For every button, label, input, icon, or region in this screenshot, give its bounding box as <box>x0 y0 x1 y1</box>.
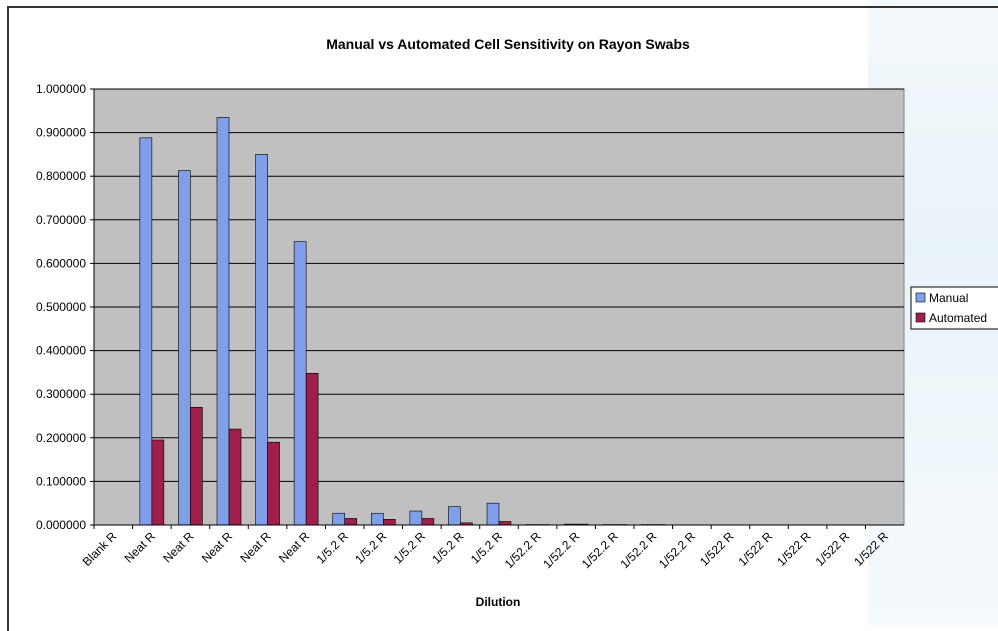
x-tick-label: 1/522 R <box>697 529 737 569</box>
legend-swatch-manual <box>915 292 926 303</box>
y-tick-label: 1.000000 <box>36 82 86 96</box>
bar-manual <box>486 502 500 526</box>
y-tick-label: 0.700000 <box>36 213 86 227</box>
bar-automated <box>190 406 203 526</box>
bar-manual <box>370 512 384 526</box>
x-tick-label: 1/5.2 R <box>314 529 351 566</box>
y-tick-label: 0.800000 <box>36 169 86 183</box>
bar-manual <box>178 170 191 526</box>
x-tick-label: 1/52.2 R <box>617 529 659 571</box>
y-tick-label: 0.400000 <box>36 344 86 358</box>
x-axis-title: Dilution <box>476 595 521 609</box>
y-tick-label: 0.000000 <box>36 518 86 532</box>
bar-automated <box>267 441 280 526</box>
x-tick-label: 1/522 R <box>813 529 853 569</box>
bar-automated <box>421 518 435 526</box>
x-tick-label: 1/5.2 R <box>429 529 466 566</box>
bar-manual <box>139 137 153 526</box>
chart-title: Manual vs Automated Cell Sensitivity on … <box>326 36 690 52</box>
y-axis-ticks: 0.000000 0.100000 0.200000 0.300000 0.400000… <box>36 82 95 532</box>
y-tick-label: 0.500000 <box>36 300 86 314</box>
bars <box>139 117 666 526</box>
x-tick-label: Neat R <box>199 529 236 566</box>
bar-manual <box>409 510 423 526</box>
x-tick-label: 1/5.2 R <box>352 529 389 566</box>
legend-swatch-automated <box>915 312 926 323</box>
x-tick-label: 1/52.2 R <box>579 529 621 571</box>
x-tick-label: 1/52.2 R <box>540 529 582 571</box>
x-tick-label: Neat R <box>122 529 159 566</box>
x-tick-label: Neat R <box>276 529 313 566</box>
legend-label-manual: Manual <box>929 291 968 305</box>
bar-automated <box>305 372 319 526</box>
y-tick-label: 0.200000 <box>36 431 86 445</box>
bar-manual <box>293 241 307 526</box>
plot-area <box>93 88 905 526</box>
bar-manual <box>332 512 346 526</box>
bar-manual <box>216 117 230 526</box>
y-tick-label: 0.300000 <box>36 387 86 401</box>
bar-manual <box>255 154 268 526</box>
y-tick-label: 0.100000 <box>36 474 86 488</box>
legend: Manual Automated <box>910 286 998 330</box>
y-tick-label: 0.600000 <box>36 256 86 270</box>
legend-label-automated: Automated <box>929 311 987 325</box>
chart-frame <box>7 6 998 631</box>
y-tick-label: 0.900000 <box>36 126 86 140</box>
x-axis-ticks: Blank R Neat R Neat R Neat R Neat R Neat R 1/5… <box>80 524 904 571</box>
x-tick-label: 1/522 R <box>774 529 814 569</box>
x-tick-label: 1/5.2 R <box>391 529 428 566</box>
x-tick-label: 1/522 R <box>736 529 776 569</box>
bar-automated <box>151 439 165 526</box>
x-tick-label: 1/52.2 R <box>502 529 544 571</box>
bar-automated <box>228 428 242 526</box>
x-tick-label: Neat R <box>160 529 197 566</box>
legend-box <box>910 286 998 330</box>
x-tick-label: Blank R <box>80 529 120 569</box>
bar-manual <box>448 506 461 526</box>
x-tick-label: Neat R <box>237 529 274 566</box>
x-tick-label: 1/5.2 R <box>468 529 505 566</box>
bar-automated <box>382 519 396 526</box>
bar-automated <box>498 521 512 526</box>
x-tick-label: 1/522 R <box>851 529 891 569</box>
bar-automated <box>344 518 358 526</box>
x-tick-label: 1/52.2 R <box>656 529 698 571</box>
